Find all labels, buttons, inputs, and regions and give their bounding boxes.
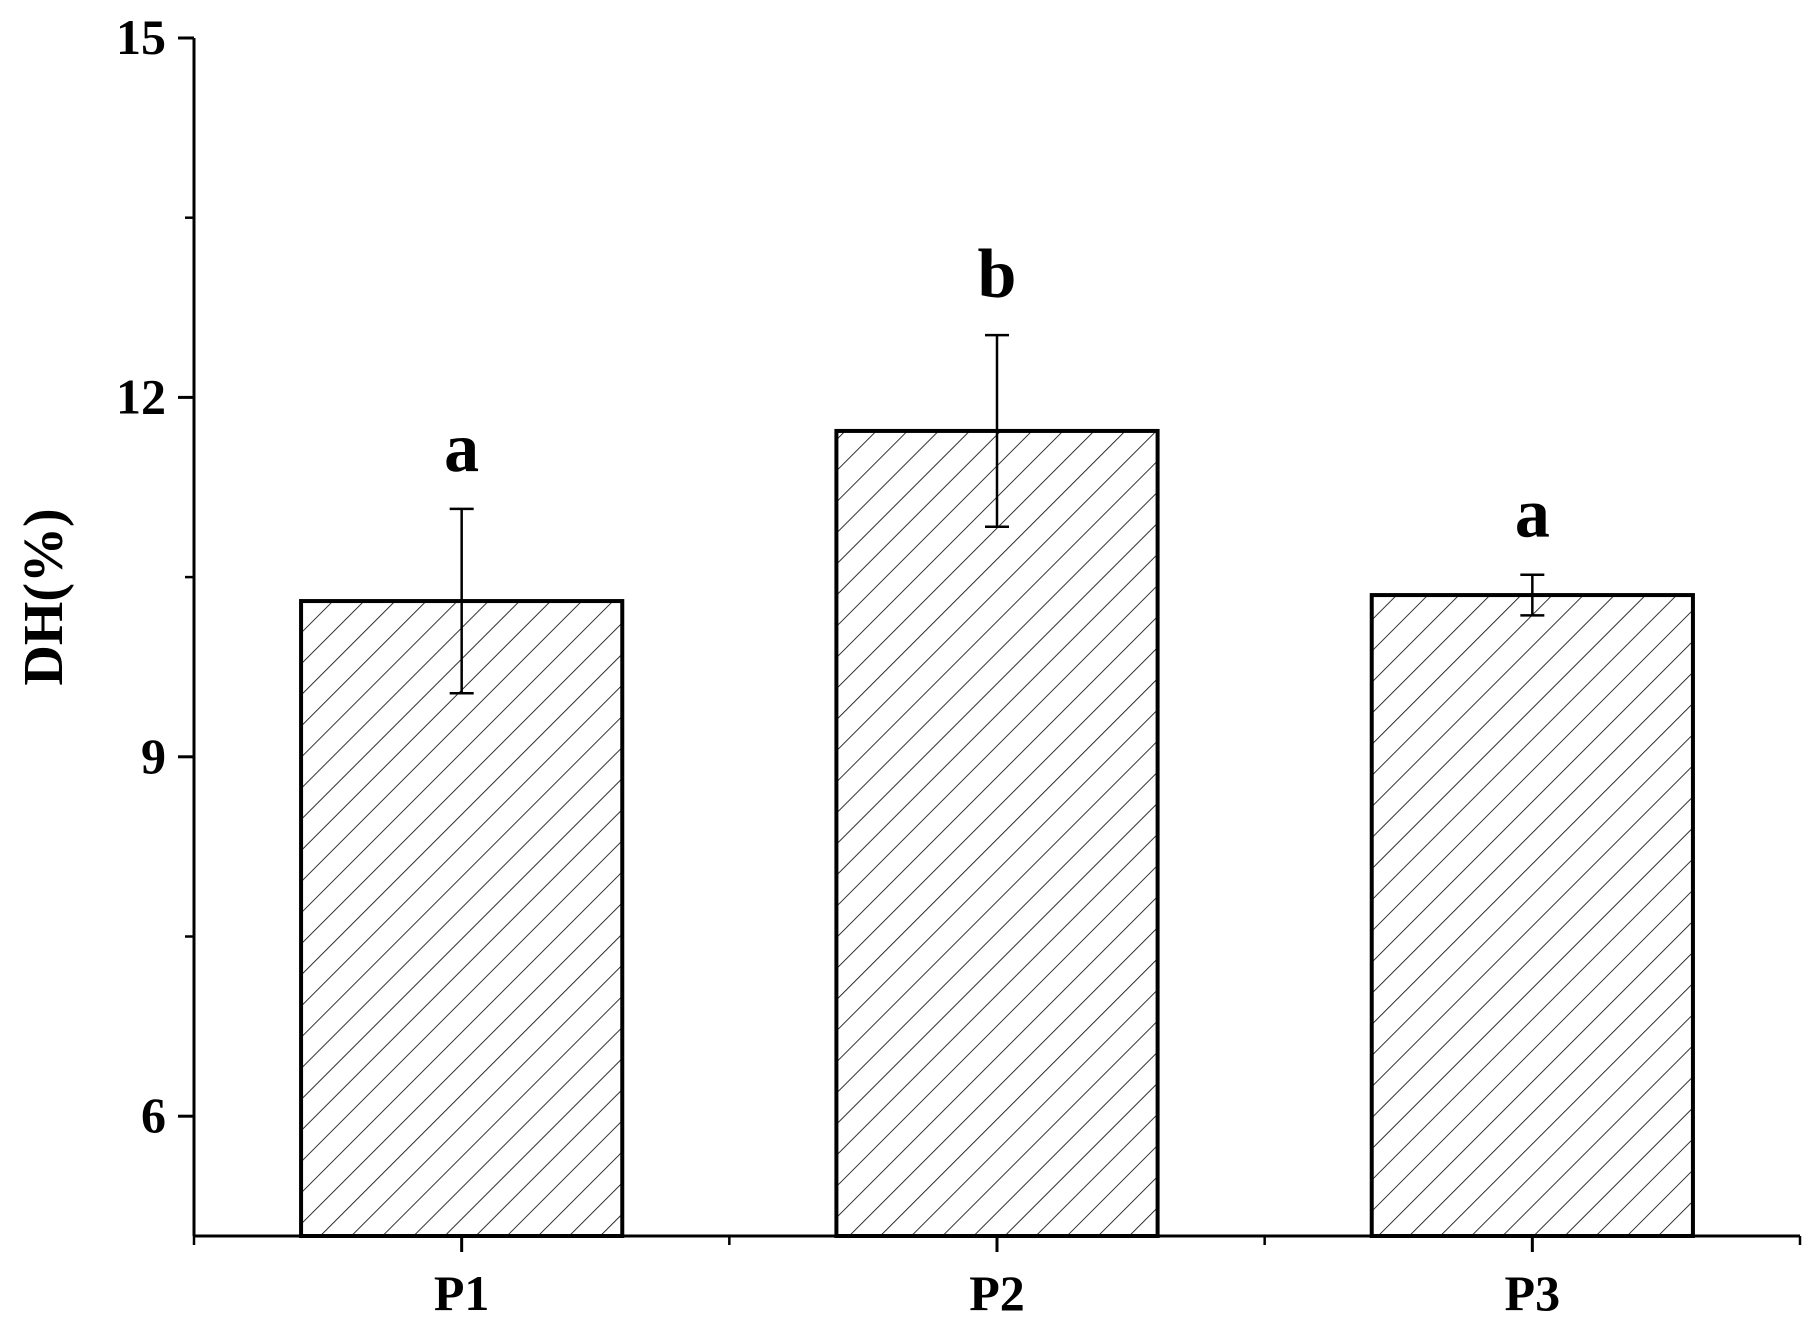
y-tick-label: 9 <box>141 728 166 784</box>
significance-label-p2: b <box>978 236 1017 313</box>
x-tick-label-p3: P3 <box>1505 1265 1561 1321</box>
y-axis-title: DH(%) <box>13 508 75 685</box>
x-tick-label-p1: P1 <box>434 1265 490 1321</box>
x-ticks-layer: P1 P2 P3 <box>192 1236 1802 1321</box>
y-tick-label: 15 <box>116 9 166 65</box>
bar-p1 <box>299 599 625 1238</box>
significance-label-p3: a <box>1515 476 1550 553</box>
y-tick-label: 6 <box>141 1087 166 1143</box>
y-ticks-layer: 6 9 12 15 <box>116 9 194 1143</box>
significance-labels-layer: a b a <box>444 236 1550 553</box>
error-bar-p2 <box>985 333 1009 529</box>
significance-label-p1: a <box>444 410 479 487</box>
error-bars-layer <box>449 333 1545 695</box>
x-tick-label-p2: P2 <box>969 1265 1025 1321</box>
bar-p3 <box>1369 593 1695 1238</box>
error-bar-p1 <box>449 507 474 695</box>
bars-layer <box>299 428 1695 1239</box>
error-bar-p3 <box>1520 573 1545 617</box>
bar-p2 <box>834 428 1160 1239</box>
y-tick-label: 12 <box>116 368 166 424</box>
